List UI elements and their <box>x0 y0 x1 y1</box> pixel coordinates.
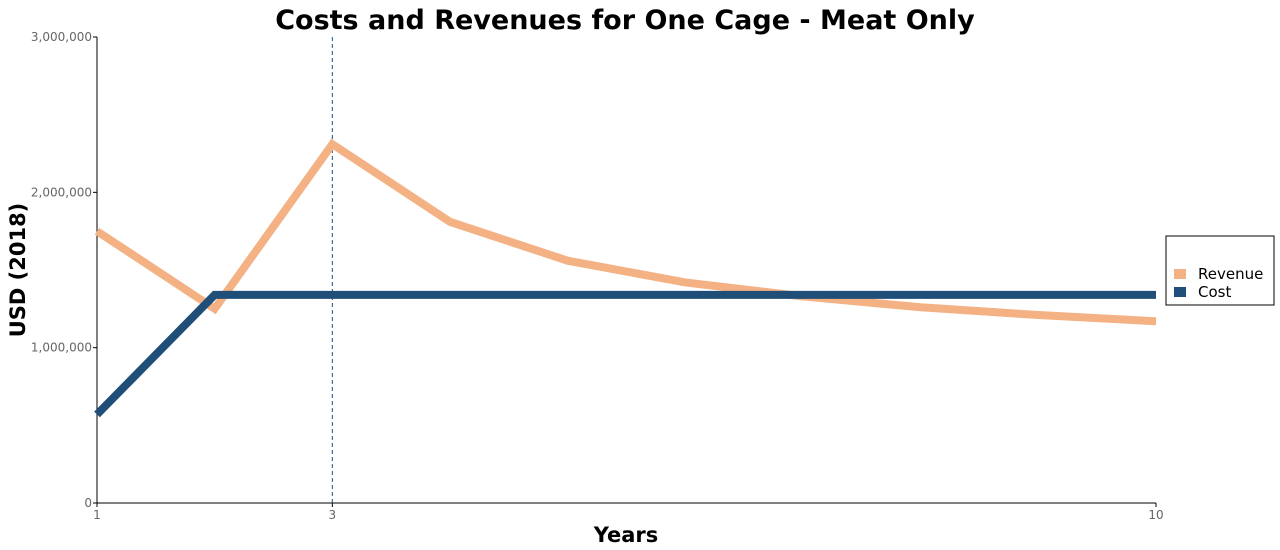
x-tick-label: 1 <box>93 508 101 522</box>
y-axis-title: USD (2018) <box>6 203 30 338</box>
chart-title: Costs and Revenues for One Cage - Meat O… <box>275 5 975 36</box>
y-tick-label: 1,000,000 <box>31 341 92 355</box>
legend-label-cost: Cost <box>1198 283 1231 301</box>
series-line-cost <box>94 290 1156 418</box>
legend-swatch-cost <box>1174 287 1186 297</box>
x-tick-label: 10 <box>1148 508 1163 522</box>
series-line-revenue <box>94 138 1157 326</box>
legend-swatch-revenue <box>1174 269 1186 279</box>
y-tick-label: 3,000,000 <box>31 30 92 44</box>
plot-area: 0 1,000,000 2,000,000 3,000,000 1 3 10 <box>31 30 1164 522</box>
x-tick-label: 3 <box>329 508 337 522</box>
legend-label-revenue: Revenue <box>1198 265 1263 283</box>
x-axis-title: Years <box>593 523 659 547</box>
y-tick-label: 2,000,000 <box>31 185 92 199</box>
y-tick-label: 0 <box>84 496 92 510</box>
